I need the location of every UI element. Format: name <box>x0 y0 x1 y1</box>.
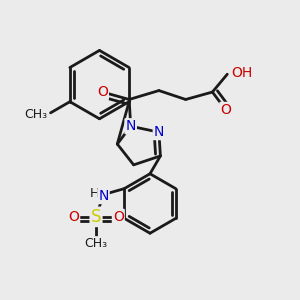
Text: OH: OH <box>232 66 253 80</box>
Text: N: N <box>154 125 164 139</box>
Text: CH₃: CH₃ <box>85 237 108 250</box>
Text: O: O <box>97 85 108 99</box>
Text: CH₃: CH₃ <box>25 108 48 121</box>
Text: O: O <box>68 210 79 224</box>
Text: S: S <box>91 208 101 226</box>
Text: O: O <box>113 210 124 224</box>
Text: N: N <box>125 119 136 133</box>
Text: O: O <box>220 103 231 117</box>
Text: H: H <box>90 187 99 200</box>
Text: N: N <box>98 189 109 203</box>
